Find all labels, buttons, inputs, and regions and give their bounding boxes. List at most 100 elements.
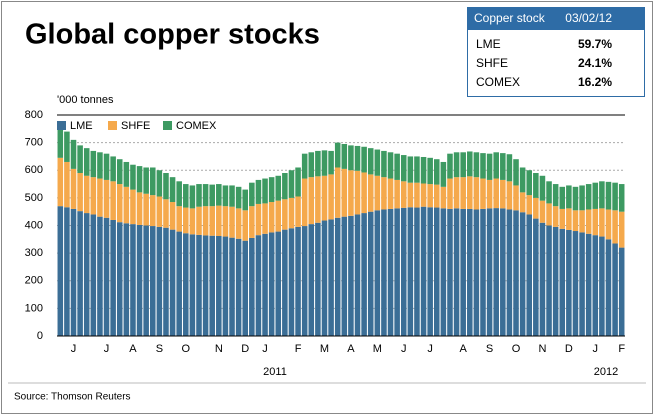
bar-segment xyxy=(367,211,374,336)
bar-segment xyxy=(394,153,400,180)
bar-segment xyxy=(275,231,282,336)
bar-segment xyxy=(539,200,546,223)
bar-segment xyxy=(493,152,499,179)
bar-segment xyxy=(612,182,618,211)
bar-segment xyxy=(229,237,235,336)
bar-segment xyxy=(585,233,592,336)
y-tick-label: 400 xyxy=(25,219,43,231)
bar-segment xyxy=(169,177,176,203)
bar-segment xyxy=(526,195,533,215)
bar-segment xyxy=(90,150,97,178)
bar-segment xyxy=(348,215,354,336)
bar-segment xyxy=(315,150,321,177)
x-tick-label: J xyxy=(427,343,433,355)
bar-segment xyxy=(433,184,440,208)
bar-segment xyxy=(116,222,123,336)
bar-segment xyxy=(123,223,130,336)
bar-segment xyxy=(295,167,301,197)
bar-segment xyxy=(222,236,229,336)
bar-segment xyxy=(513,185,519,211)
bar-segment xyxy=(381,209,387,336)
chart-title: Global copper stocks xyxy=(25,19,320,51)
bar-segment xyxy=(143,225,149,336)
bar-segment xyxy=(229,185,235,207)
bar-segment xyxy=(57,157,64,207)
bar-segment xyxy=(328,174,334,220)
bar-segment xyxy=(149,226,156,336)
bar-segment xyxy=(460,177,466,209)
bar-segment xyxy=(130,164,136,190)
bar-segment xyxy=(440,186,447,209)
bar-segment xyxy=(381,150,387,178)
bar-segment xyxy=(77,173,83,212)
bar-segment xyxy=(116,159,123,185)
bar-segment xyxy=(467,151,473,177)
bar-segment xyxy=(526,214,533,336)
bar-segment xyxy=(216,205,222,236)
bar-segment xyxy=(533,218,539,336)
y-tick-label: 700 xyxy=(25,137,43,149)
bar-segment xyxy=(433,159,440,185)
bar-segment xyxy=(321,175,328,221)
bar-segment xyxy=(97,152,103,179)
bar-segment xyxy=(433,207,440,336)
bar-segment xyxy=(275,200,282,232)
bar-segment xyxy=(202,206,209,236)
bar-segment xyxy=(295,226,301,336)
bar-segment xyxy=(169,229,176,336)
bar-segment xyxy=(288,228,295,336)
bar-segment xyxy=(618,247,625,336)
bar-segment xyxy=(130,224,136,336)
bar-segment xyxy=(605,209,612,240)
x-tick-label: D xyxy=(565,343,573,355)
x-tick-label: A xyxy=(129,343,137,355)
bar-segment xyxy=(110,219,116,336)
bar-segment xyxy=(255,235,262,336)
bar-segment xyxy=(90,177,97,215)
bar-segment xyxy=(440,161,447,187)
y-tick-label: 0 xyxy=(37,330,43,342)
bar-segment xyxy=(163,199,169,228)
bar-segment xyxy=(308,152,315,178)
bar-segment xyxy=(334,217,341,336)
x-tick-label: J xyxy=(104,343,110,355)
bar-segment xyxy=(196,234,202,336)
bar-segment xyxy=(460,208,466,336)
bar-segment xyxy=(308,224,315,336)
bar-segment xyxy=(539,175,546,201)
bar-segment xyxy=(348,145,354,171)
y-axis-label: '000 tonnes xyxy=(57,94,114,106)
bar-segment xyxy=(579,185,585,211)
source: Source: Thomson Reuters xyxy=(14,392,131,403)
bar-segment xyxy=(486,208,493,336)
bar-segment xyxy=(585,209,592,234)
bar-segment xyxy=(519,212,526,336)
bar-segment xyxy=(255,203,262,236)
bar-segment xyxy=(559,208,566,229)
bar-segment xyxy=(249,182,255,207)
bar-segment xyxy=(394,179,400,209)
bar-segment xyxy=(546,181,552,204)
bar-segment xyxy=(361,146,367,173)
bar-segment xyxy=(599,208,605,237)
bar-segment xyxy=(176,181,182,207)
x-tick-label: O xyxy=(512,343,521,355)
bar-segment xyxy=(414,156,420,183)
bar-segment xyxy=(599,236,605,336)
y-tick-label: 300 xyxy=(25,247,43,259)
summary-value: 24.1% xyxy=(578,56,612,70)
summary-name: COMEX xyxy=(476,75,520,89)
bar-segment xyxy=(414,182,420,208)
x-tick-label: J xyxy=(262,343,268,355)
bar-segment xyxy=(599,181,605,209)
bar-segment xyxy=(612,243,618,336)
bar-segment xyxy=(249,206,255,238)
legend-label: LME xyxy=(70,120,93,132)
bar-segment xyxy=(268,177,275,203)
bar-segment xyxy=(196,184,202,207)
bar-segment xyxy=(506,209,513,336)
bar-segment xyxy=(136,224,143,336)
bar-segment xyxy=(427,184,433,208)
bar-segment xyxy=(387,208,394,336)
bar-segment xyxy=(136,192,143,225)
